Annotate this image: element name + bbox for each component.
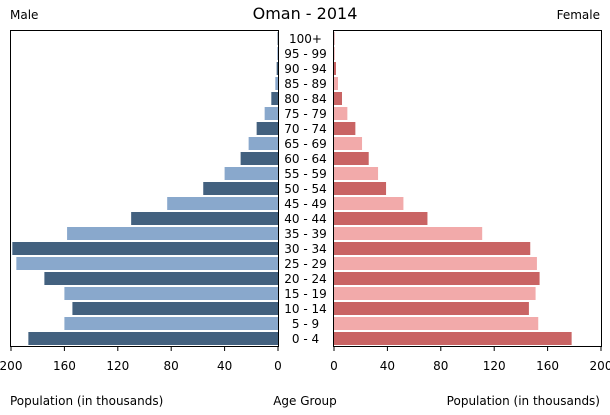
- male-x-tick-label: 200: [0, 359, 22, 373]
- male-bars: [12, 32, 279, 345]
- male-bar-40-44: [131, 212, 278, 225]
- male-x-tick-label: 0: [274, 359, 282, 373]
- female-label: Female: [557, 8, 600, 22]
- male-bar-70-74: [256, 122, 278, 135]
- female-bars: [334, 32, 572, 345]
- male-x-tick-label: 160: [53, 359, 76, 373]
- male-bar-60-64: [240, 152, 278, 165]
- age-group-label: 100+: [289, 32, 322, 46]
- male-x-tick-label: 120: [106, 359, 129, 373]
- age-group-label: 85 - 89: [284, 77, 327, 91]
- male-bar-55-59: [224, 167, 278, 180]
- male-bar-85-89: [275, 77, 278, 90]
- male-x-axis-title: Population (in thousands): [10, 394, 163, 408]
- male-x-tick-label: 80: [164, 359, 179, 373]
- age-group-label: 35 - 39: [284, 227, 327, 241]
- chart-title: Oman - 2014: [253, 4, 358, 23]
- male-bar-35-39: [67, 227, 278, 240]
- male-bar-90-94: [276, 62, 278, 75]
- female-bar-40-44: [334, 212, 428, 225]
- male-bar-20-24: [44, 272, 279, 285]
- female-x-axis: 0 40 80 120 160 200: [330, 346, 610, 373]
- male-bar-65-69: [248, 137, 278, 150]
- age-group-label: 90 - 94: [284, 62, 327, 76]
- age-group-label: 30 - 34: [284, 242, 327, 256]
- male-bar-10-14: [72, 302, 278, 315]
- male-bar-5-9: [64, 317, 279, 330]
- age-group-label: 5 - 9: [292, 317, 319, 331]
- male-bar-50-54: [203, 182, 278, 195]
- age-group-label: 45 - 49: [284, 197, 327, 211]
- male-bar-80-84: [271, 92, 278, 105]
- male-bar-30-34: [12, 242, 279, 255]
- female-bar-85-89: [334, 77, 338, 90]
- age-group-label: 65 - 69: [284, 137, 327, 151]
- female-bar-20-24: [334, 272, 540, 285]
- male-x-axis: 200 160 120 80 40 0: [0, 346, 282, 373]
- age-group-label: 40 - 44: [284, 212, 327, 226]
- age-group-label: 15 - 19: [284, 287, 327, 301]
- male-bar-95-99: [277, 47, 278, 60]
- female-x-tick-label: 120: [483, 359, 506, 373]
- age-group-label: 95 - 99: [284, 47, 327, 61]
- age-group-label: 10 - 14: [284, 302, 327, 316]
- female-bar-50-54: [334, 182, 387, 195]
- age-group-label: 50 - 54: [284, 182, 327, 196]
- female-x-tick-label: 80: [433, 359, 448, 373]
- age-group-label: 20 - 24: [284, 272, 327, 286]
- female-bar-70-74: [334, 122, 356, 135]
- female-x-tick-label: 40: [380, 359, 395, 373]
- male-bar-45-49: [167, 197, 278, 210]
- age-group-label: 80 - 84: [284, 92, 327, 106]
- female-bar-55-59: [334, 167, 379, 180]
- age-group-label: 55 - 59: [284, 167, 327, 181]
- age-group-label: 0 - 4: [292, 332, 319, 346]
- female-bar-5-9: [334, 317, 539, 330]
- female-bar-0-4: [334, 332, 572, 345]
- female-plot-frame: [333, 30, 602, 347]
- female-x-axis-title: Population (in thousands): [447, 394, 600, 408]
- age-group-label: 60 - 64: [284, 152, 327, 166]
- female-bar-65-69: [334, 137, 363, 150]
- female-bar-15-19: [334, 287, 536, 300]
- female-bar-30-34: [334, 242, 531, 255]
- female-bar-45-49: [334, 197, 404, 210]
- female-bar-25-29: [334, 257, 537, 270]
- female-bar-90-94: [334, 62, 336, 75]
- female-x-tick-label: 200: [590, 359, 610, 373]
- female-x-tick-label: 160: [536, 359, 559, 373]
- female-bar-35-39: [334, 227, 483, 240]
- age-group-label: 25 - 29: [284, 257, 327, 271]
- male-plot-frame: [10, 30, 279, 347]
- female-bar-60-64: [334, 152, 369, 165]
- female-bar-95-99: [334, 47, 335, 60]
- male-x-tick-label: 40: [217, 359, 232, 373]
- male-bar-75-79: [264, 107, 278, 120]
- age-group-label: 70 - 74: [284, 122, 327, 136]
- female-bar-75-79: [334, 107, 348, 120]
- age-group-title: Age Group: [273, 394, 337, 408]
- female-x-tick-label: 0: [330, 359, 338, 373]
- female-bar-80-84: [334, 92, 343, 105]
- male-bar-15-19: [64, 287, 279, 300]
- male-bar-25-29: [16, 257, 279, 270]
- male-bar-0-4: [28, 332, 278, 345]
- female-bar-10-14: [334, 302, 529, 315]
- male-label: Male: [10, 8, 38, 22]
- age-group-label: 75 - 79: [284, 107, 327, 121]
